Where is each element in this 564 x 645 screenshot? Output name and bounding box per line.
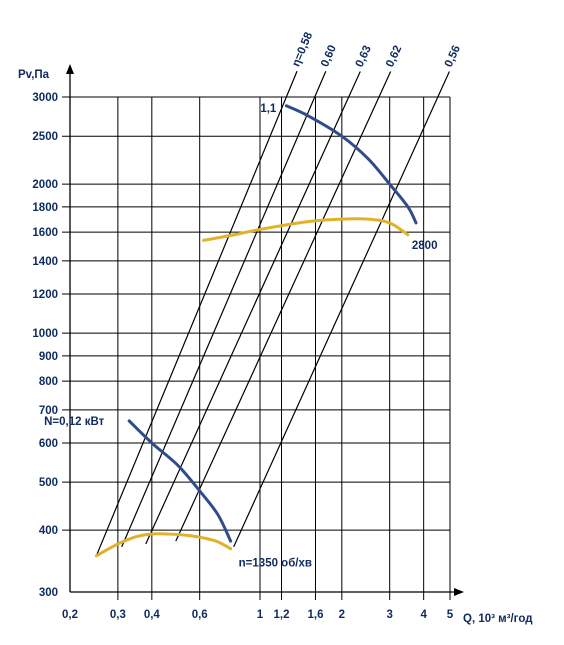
- efficiency-line: [121, 71, 327, 548]
- efficiency-label: 0,62: [384, 44, 404, 69]
- x-tick-label: 5: [447, 609, 454, 621]
- x-axis-arrow: [454, 588, 464, 596]
- pressure-curve: [284, 104, 418, 225]
- tick-labels: 300 400 500 600 700 800 900 1000 1200 1400 1600 180…: [32, 92, 453, 621]
- x-tick-label: 0,2: [62, 609, 78, 621]
- y-tick-label: 900: [39, 351, 58, 363]
- axes: Pv,Па Q, 10³ м³/год: [18, 64, 533, 625]
- y-tick-label: 1600: [32, 227, 58, 239]
- efficiency-line: [175, 71, 392, 542]
- efficiency-label: 0,56: [443, 44, 463, 69]
- y-tick-label: 500: [39, 477, 58, 489]
- y-axis-label: Pv,Па: [18, 69, 50, 81]
- efficiency-label: η=0,58: [290, 30, 315, 69]
- x-tick-label: 1,6: [307, 609, 323, 621]
- y-tick-label: 300: [39, 587, 58, 599]
- power-curve: [202, 217, 410, 242]
- x-tick-label: 0,6: [192, 609, 208, 621]
- efficiency-lines: [95, 70, 450, 557]
- x-axis-label: Q, 10³ м³/год: [463, 613, 533, 625]
- y-axis-arrow: [66, 64, 74, 74]
- pressure-curve: [127, 419, 233, 543]
- y-tick-label: 600: [39, 438, 58, 450]
- power-curve: [94, 532, 233, 558]
- efficiency-line: [145, 71, 361, 545]
- y-tick-label: 2500: [32, 131, 58, 143]
- y-tick-label: 3000: [32, 92, 58, 104]
- x-tick-label: 1: [257, 609, 264, 621]
- efficiency-label: 0,60: [319, 43, 339, 68]
- x-tick-label: 3: [386, 609, 392, 621]
- efficiency-line: [95, 70, 298, 557]
- y-tick-label: 800: [39, 376, 58, 388]
- y-tick-label: 1200: [32, 289, 58, 301]
- performance-curves: [94, 104, 418, 558]
- curve-label: 2800: [412, 240, 438, 252]
- curve-label: 1,1: [260, 103, 277, 115]
- curve-label: N=0,12 кВт: [44, 416, 105, 428]
- x-tick-label: 2: [339, 609, 345, 621]
- x-tick-label: 0,3: [110, 609, 126, 621]
- y-tick-label: 1000: [32, 328, 58, 340]
- x-tick-label: 4: [420, 609, 427, 621]
- y-tick-label: 700: [39, 405, 58, 417]
- curve-label: n=1350 об/хв: [239, 558, 312, 570]
- y-tick-label: 1800: [32, 202, 58, 214]
- x-tick-label: 1,2: [274, 609, 290, 621]
- grid: [62, 96, 451, 600]
- y-tick-label: 2000: [32, 179, 58, 191]
- annotations: η=0,58 0,60 0,63 0,62 0,56 N=0,12 кВт n=1350 о…: [44, 30, 463, 570]
- y-tick-label: 1400: [32, 256, 58, 268]
- y-tick-label: 400: [39, 525, 58, 537]
- efficiency-line: [233, 71, 450, 548]
- x-tick-label: 0,4: [144, 609, 161, 621]
- efficiency-label: 0,63: [354, 44, 374, 69]
